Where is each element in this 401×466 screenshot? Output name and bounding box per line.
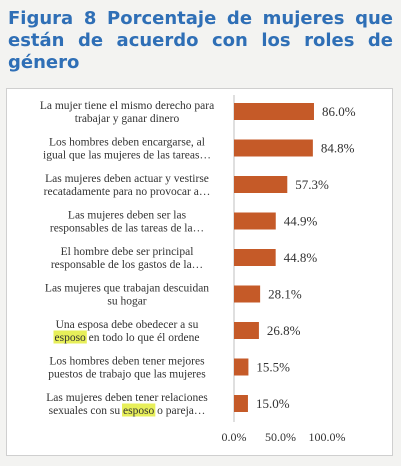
- category-label: Una esposa debe obedecer a su: [56, 319, 199, 331]
- category-label: esposo en todo lo que él ordene: [55, 332, 200, 344]
- chart-frame: 86.0% La mujer tiene el mismo derecho par…: [6, 88, 393, 456]
- category-label: puestos de trabajo que las mujeres: [48, 369, 206, 381]
- bar: [234, 176, 288, 193]
- bar: [234, 322, 259, 339]
- category-label: igual que las mujeres de las tareas…: [43, 150, 211, 162]
- bar: [234, 249, 276, 266]
- data-label: 86.0%: [322, 104, 356, 119]
- category-label: responsables de las tareas de la…: [50, 223, 204, 235]
- x-tick-label: 50.0%: [265, 430, 296, 444]
- x-tick-label: 0.0%: [222, 430, 247, 444]
- bar-chart: 86.0% La mujer tiene el mismo derecho par…: [40, 95, 356, 444]
- bar: [234, 285, 261, 303]
- data-label: 15.0%: [256, 396, 290, 411]
- bar: [234, 395, 248, 412]
- bar: [234, 139, 313, 157]
- category-label: Las mujeres deben ser las: [68, 210, 187, 222]
- data-label: 26.8%: [267, 323, 301, 338]
- category-label: Los hombres deben tener mejores: [49, 356, 205, 368]
- category-label: La mujer tiene el mismo derecho para: [40, 100, 214, 112]
- data-label: 44.9%: [284, 214, 318, 229]
- text-highlight: [122, 403, 156, 417]
- data-label: 44.8%: [284, 250, 318, 265]
- category-label: trabajar y ganar dinero: [75, 113, 180, 125]
- category-label: El hombre debe ser principal: [61, 246, 194, 258]
- category-label: Las mujeres deben tener relaciones: [46, 392, 208, 404]
- category-label: responsable de los gastos de la…: [51, 259, 203, 271]
- bar: [234, 212, 276, 230]
- category-label: recatadamente para no provocar a…: [44, 186, 211, 198]
- data-label: 28.1%: [268, 287, 302, 302]
- category-label: Las mujeres deben actuar y vestirse: [45, 173, 209, 185]
- text-highlight: [53, 330, 87, 344]
- bar: [234, 103, 314, 120]
- bar: [234, 358, 249, 376]
- category-label: sexuales con su esposo o pareja…: [49, 405, 206, 417]
- data-label: 15.5%: [256, 360, 290, 375]
- figure-title: Figura 8 Porcentaje de mujeres que están…: [8, 8, 393, 73]
- category-label: Los hombres deben encargarse, al: [49, 137, 205, 149]
- data-label: 57.3%: [295, 177, 329, 192]
- category-label: Las mujeres que trabajan descuidan: [45, 283, 209, 295]
- category-label: su hogar: [107, 296, 146, 308]
- data-label: 84.8%: [321, 141, 355, 156]
- x-tick-label: 100.0%: [309, 430, 346, 444]
